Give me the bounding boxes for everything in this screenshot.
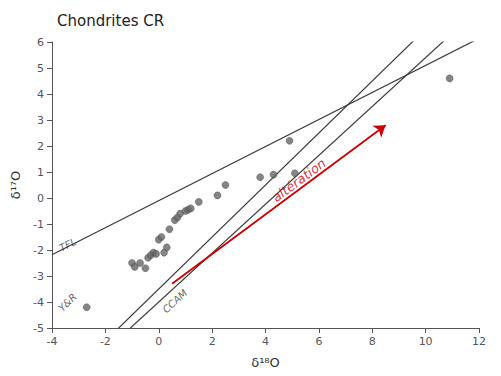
svg-text:8: 8 bbox=[369, 335, 376, 348]
svg-text:Chondrites CR: Chondrites CR bbox=[57, 12, 164, 30]
svg-text:δ¹⁷O: δ¹⁷O bbox=[8, 171, 23, 200]
svg-text:-2: -2 bbox=[100, 335, 111, 348]
svg-text:Y&R: Y&R bbox=[56, 291, 79, 313]
svg-text:3: 3 bbox=[37, 114, 44, 127]
svg-text:1: 1 bbox=[37, 166, 44, 179]
svg-text:CCAM: CCAM bbox=[160, 287, 189, 315]
svg-text:5: 5 bbox=[37, 62, 44, 75]
svg-text:TFL: TFL bbox=[58, 236, 78, 254]
svg-text:4: 4 bbox=[262, 335, 269, 348]
svg-text:-5: -5 bbox=[33, 322, 44, 335]
svg-text:6: 6 bbox=[315, 335, 322, 348]
svg-text:2: 2 bbox=[209, 335, 216, 348]
svg-text:-4: -4 bbox=[33, 296, 44, 309]
svg-text:0: 0 bbox=[37, 192, 44, 205]
svg-text:4: 4 bbox=[37, 88, 44, 101]
svg-text:altération: altération bbox=[269, 155, 328, 205]
svg-text:2: 2 bbox=[37, 140, 44, 153]
svg-text:-1: -1 bbox=[33, 218, 44, 231]
svg-text:10: 10 bbox=[419, 335, 433, 348]
svg-text:-3: -3 bbox=[33, 270, 44, 283]
svg-text:0: 0 bbox=[155, 335, 162, 348]
svg-text:12: 12 bbox=[472, 335, 486, 348]
svg-text:δ¹⁸O: δ¹⁸O bbox=[251, 355, 280, 370]
svg-text:-4: -4 bbox=[47, 335, 58, 348]
svg-text:6: 6 bbox=[37, 36, 44, 49]
svg-text:-2: -2 bbox=[33, 244, 44, 257]
